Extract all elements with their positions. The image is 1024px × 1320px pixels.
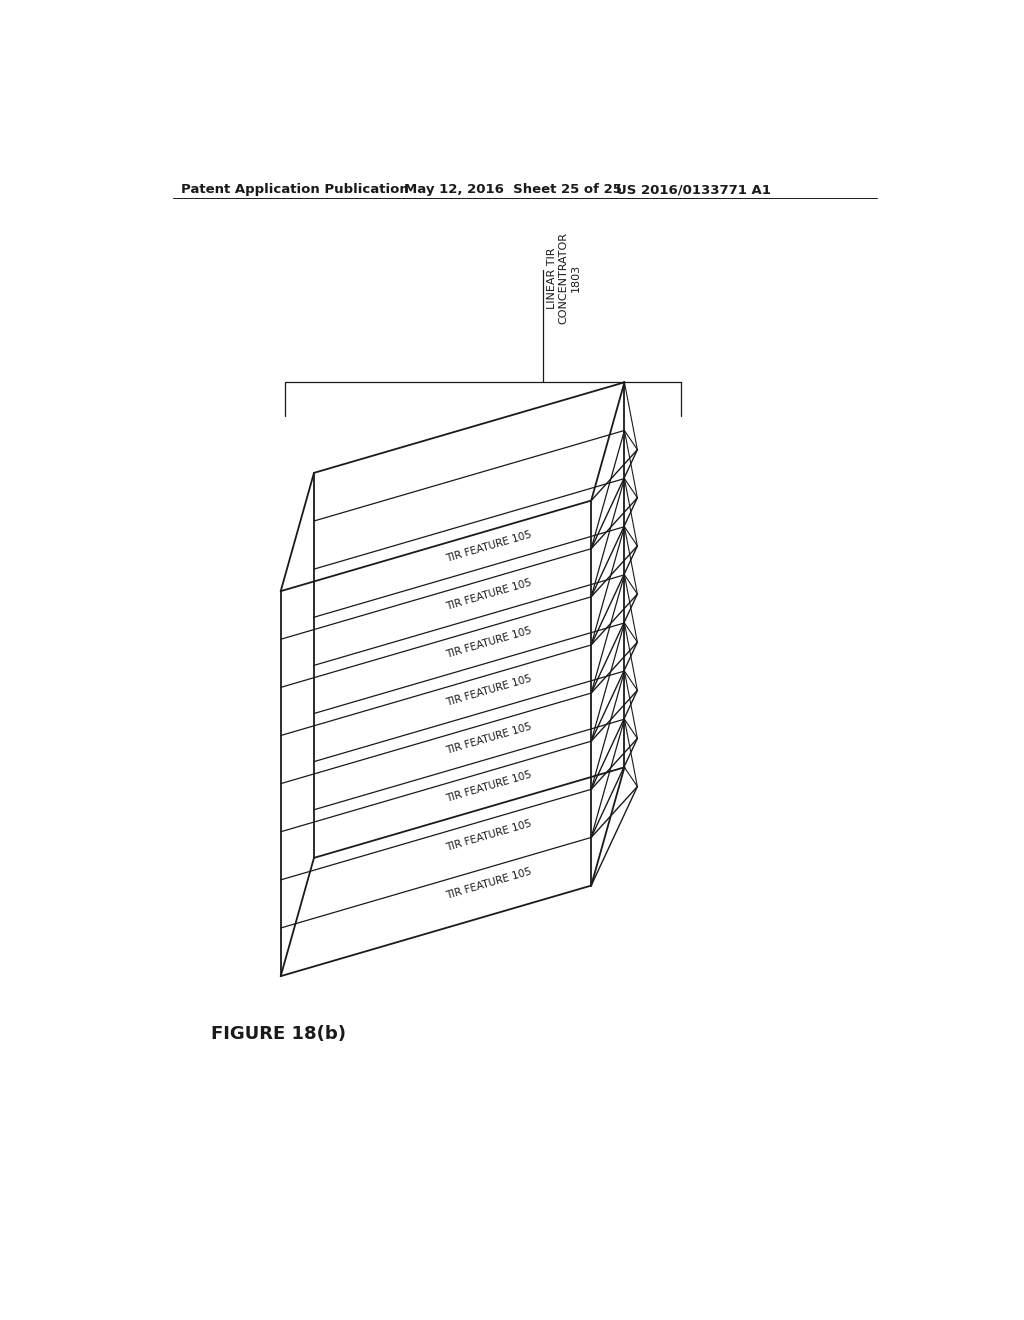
Text: LINEAR TIR
CONCENTRATOR
1803: LINEAR TIR CONCENTRATOR 1803 <box>547 232 581 323</box>
Text: May 12, 2016  Sheet 25 of 25: May 12, 2016 Sheet 25 of 25 <box>403 183 622 197</box>
Text: TIR FEATURE 105: TIR FEATURE 105 <box>444 577 532 612</box>
Text: TIR FEATURE 105: TIR FEATURE 105 <box>444 866 532 900</box>
Text: TIR FEATURE 105: TIR FEATURE 105 <box>444 770 532 804</box>
Text: TIR FEATURE 105: TIR FEATURE 105 <box>444 529 532 564</box>
Text: TIR FEATURE 105: TIR FEATURE 105 <box>444 673 532 708</box>
Text: US 2016/0133771 A1: US 2016/0133771 A1 <box>615 183 770 197</box>
Text: FIGURE 18(b): FIGURE 18(b) <box>211 1024 346 1043</box>
Text: Patent Application Publication: Patent Application Publication <box>180 183 409 197</box>
Text: TIR FEATURE 105: TIR FEATURE 105 <box>444 626 532 660</box>
Text: TIR FEATURE 105: TIR FEATURE 105 <box>444 722 532 756</box>
Text: TIR FEATURE 105: TIR FEATURE 105 <box>444 818 532 853</box>
